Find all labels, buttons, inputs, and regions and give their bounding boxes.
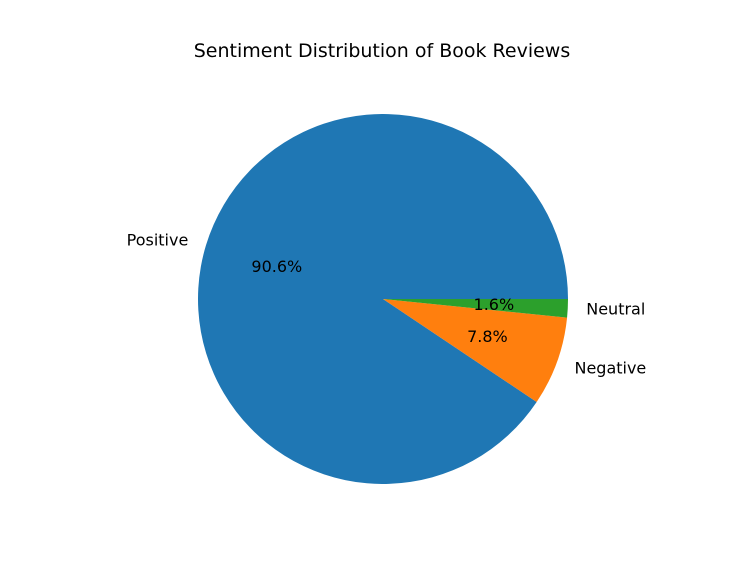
chart-title: Sentiment Distribution of Book Reviews bbox=[194, 40, 571, 62]
pie-labels: Positive 90.6% Negative 7.8% Neutral 1.6% bbox=[127, 230, 647, 377]
pie-slices bbox=[198, 113, 568, 484]
slice-label-positive: Positive bbox=[127, 230, 189, 249]
slice-label-neutral: Neutral bbox=[586, 300, 645, 319]
pie-slice-positive bbox=[198, 113, 568, 484]
slice-label-negative: Negative bbox=[574, 358, 646, 377]
slice-percent-positive: 90.6% bbox=[251, 257, 302, 276]
pie-slice-neutral bbox=[383, 299, 568, 318]
pie-slice-negative bbox=[383, 299, 568, 403]
slice-percent-neutral: 1.6% bbox=[474, 295, 515, 314]
slice-percent-negative: 7.8% bbox=[467, 327, 508, 346]
